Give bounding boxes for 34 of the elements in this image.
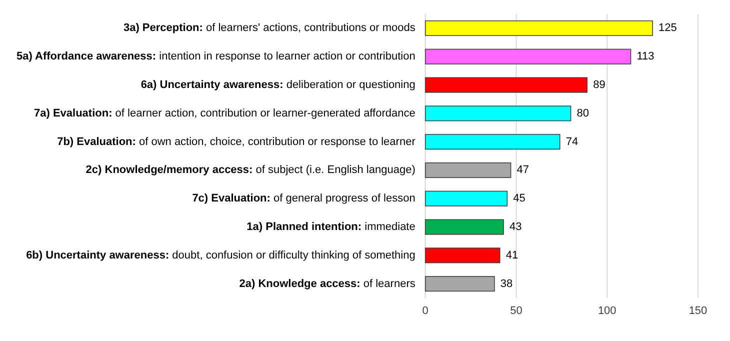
y-tick-label: 7a) Evaluation: of learner action, contribution or learner-generated affordance (34, 107, 416, 120)
y-tick-label: 1a) Planned intention: immediate (246, 221, 416, 233)
x-tick-label: 50 (510, 305, 522, 317)
bar (424, 276, 495, 292)
y-tick-label: 2c) Knowledge/memory access: of subject (i.e. English language) (86, 164, 416, 176)
data-label: 45 (513, 192, 526, 205)
bar (424, 190, 508, 206)
data-label: 47 (516, 164, 530, 176)
x-tick-label: 0 (422, 305, 428, 317)
bar (424, 248, 500, 264)
y-tick-label: 7c) Evaluation: of general progress of lesson (192, 192, 416, 205)
data-label: 80 (576, 107, 590, 120)
data-label: 125 (658, 22, 677, 34)
data-label: 113 (636, 50, 654, 63)
x-tick-label: 150 (688, 305, 708, 317)
y-tick-label: 6b) Uncertainty awareness: doubt, confusion or difficulty thinking of something (26, 249, 416, 262)
bar (424, 77, 588, 93)
data-label: 89 (593, 79, 606, 91)
bar (424, 134, 560, 150)
bar (424, 219, 504, 235)
data-label: 41 (506, 249, 518, 262)
bar (424, 48, 632, 64)
y-tick-label: 6a) Uncertainty awareness: deliberation or questioning (140, 79, 416, 91)
y-tick-label: 7b) Evaluation: of own action, choice, contribution or response to learner (57, 136, 416, 148)
data-label: 74 (566, 136, 578, 148)
x-tick-label: 100 (598, 305, 616, 317)
data-label: 38 (500, 278, 513, 290)
bar (424, 162, 512, 178)
data-label: 43 (510, 221, 522, 233)
y-tick-label: 2a) Knowledge access: of learners (239, 278, 416, 290)
bar (424, 106, 572, 122)
bar (424, 20, 653, 36)
y-tick-label: 3a) Perception: of learners' actions, contributions or moods (123, 22, 416, 34)
y-tick-label: 5a) Affordance awareness: intention in response to learner action or contribution (16, 50, 416, 63)
